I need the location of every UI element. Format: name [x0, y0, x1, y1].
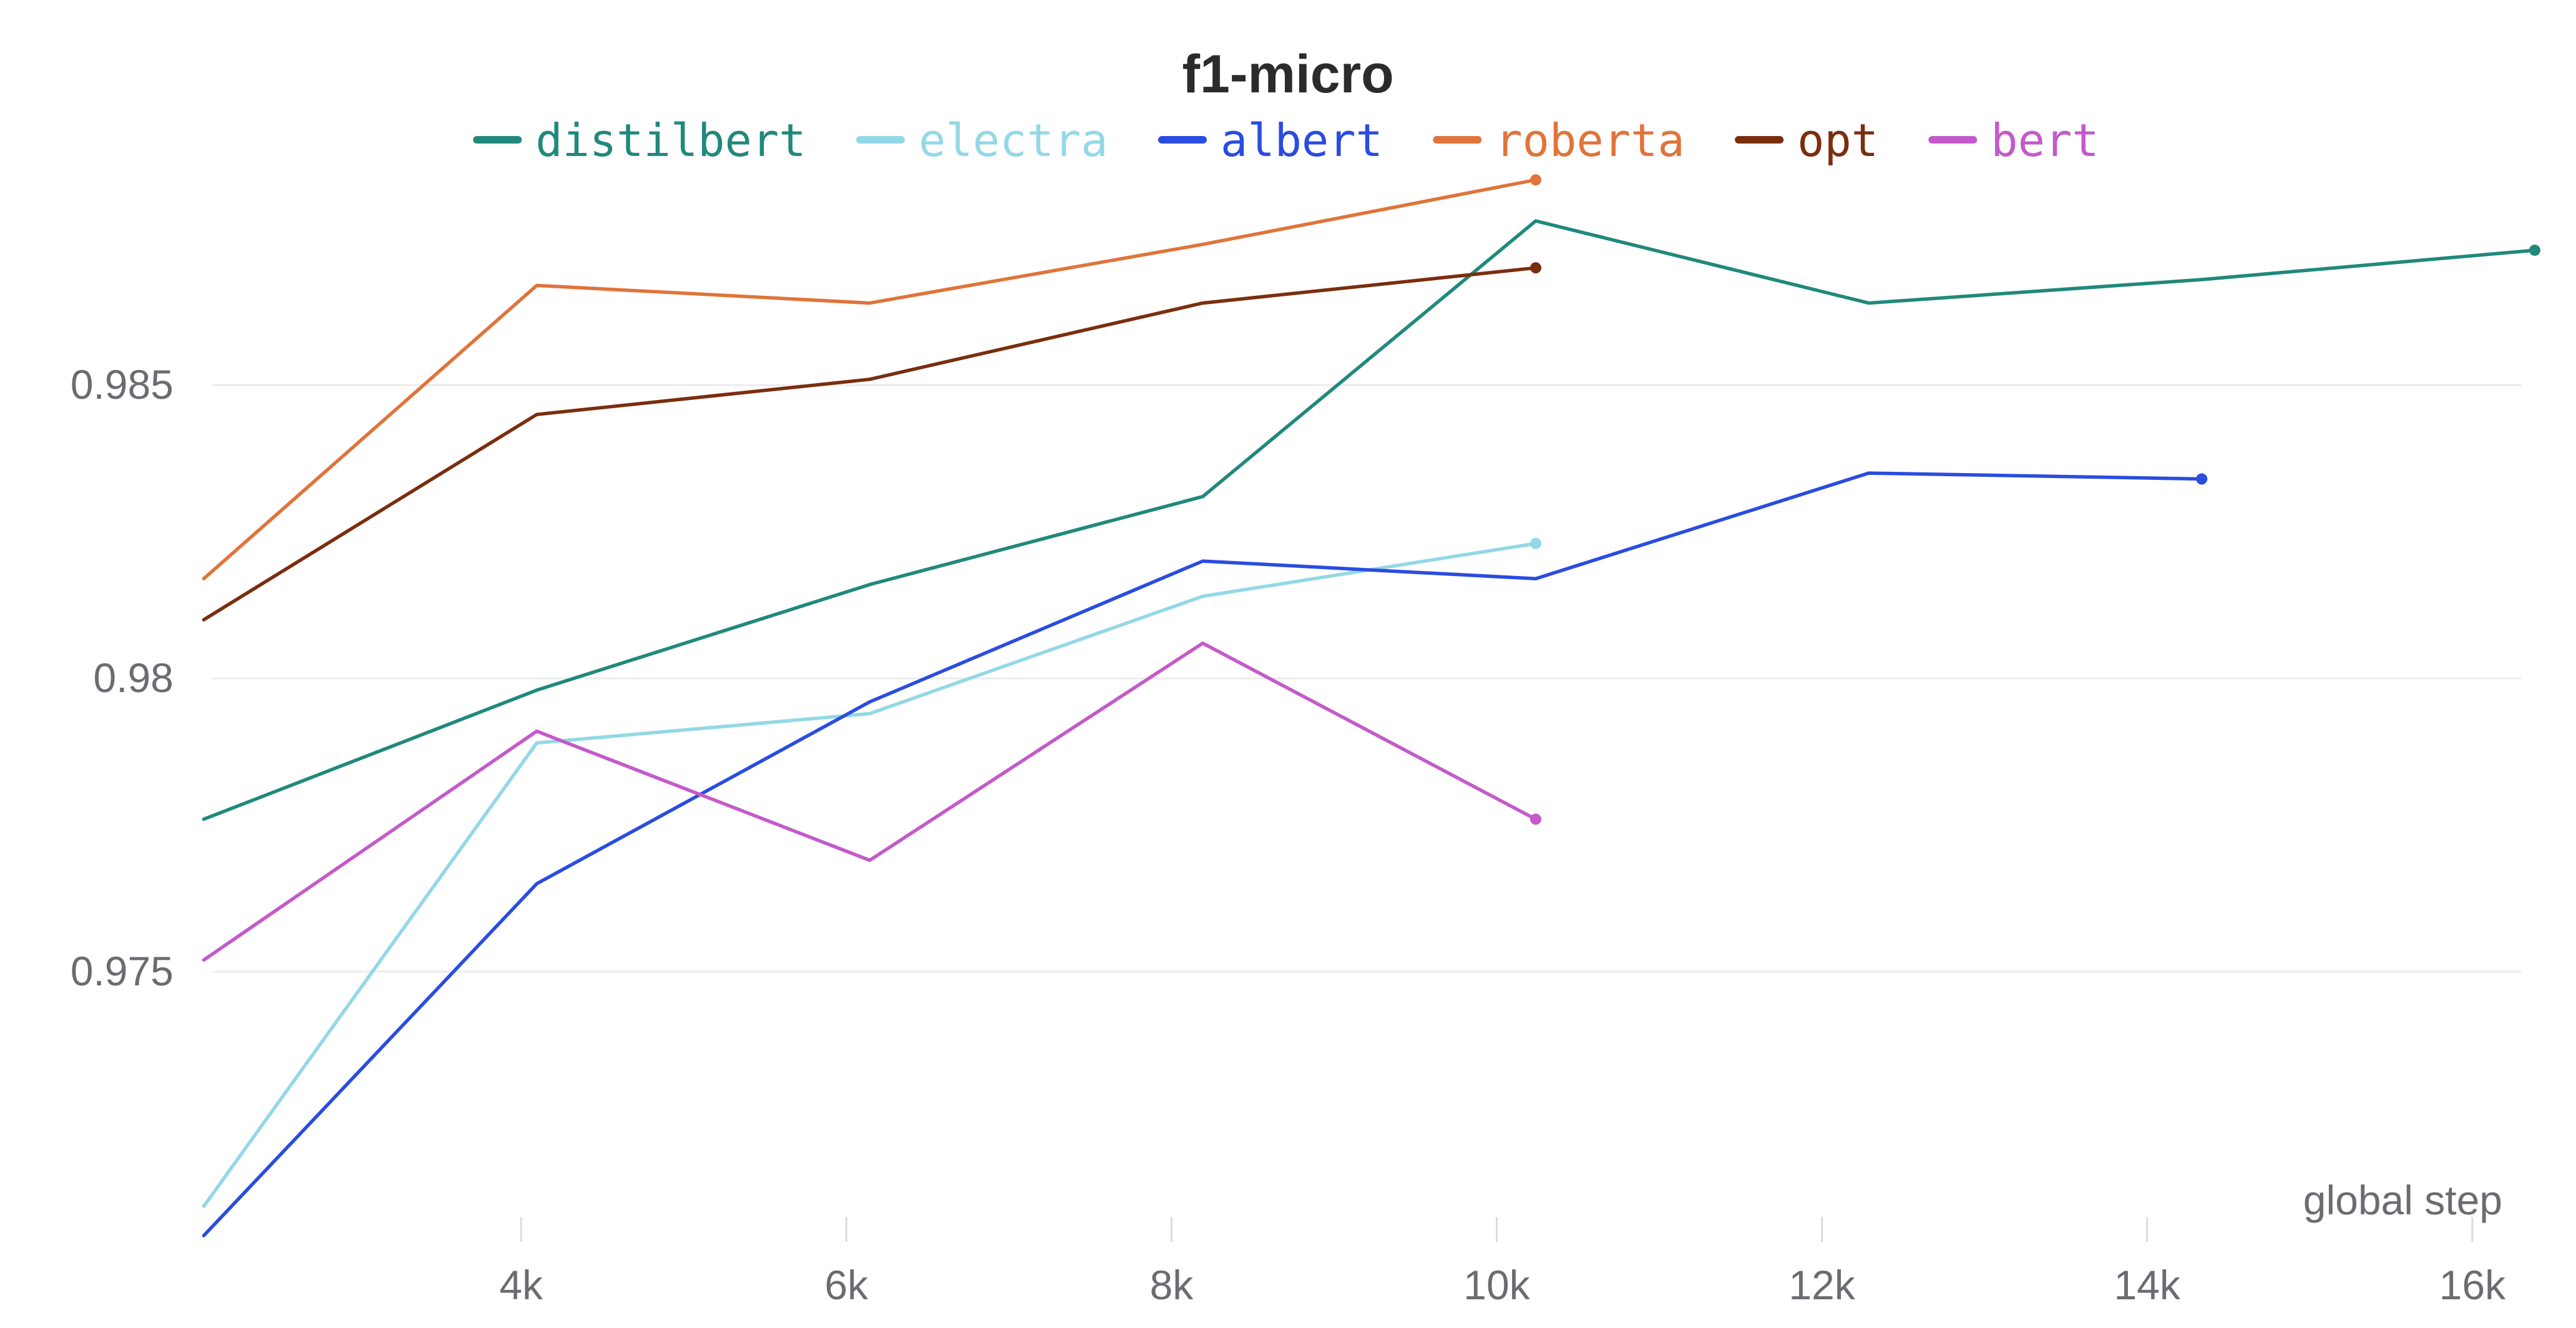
series-line-roberta — [202, 178, 1538, 581]
legend: distilbert electra albert roberta opt bert — [473, 114, 2099, 167]
series-endpoint-albert — [2196, 473, 2208, 485]
legend-item-opt[interactable]: opt — [1735, 114, 1878, 167]
legend-label: roberta — [1495, 114, 1684, 167]
legend-item-albert[interactable]: albert — [1158, 114, 1383, 167]
x-tick-label: 4k — [499, 1262, 544, 1308]
x-tick-label: 16k — [2439, 1262, 2506, 1308]
legend-item-distilbert[interactable]: distilbert — [473, 114, 806, 167]
series-endpoint-bert — [1530, 813, 1541, 825]
legend-label: electra — [919, 114, 1108, 167]
x-axis-label: global step — [2303, 1177, 2502, 1223]
series-line-distilbert — [202, 219, 2537, 821]
series-endpoint-distilbert — [2529, 244, 2540, 256]
series-line-bert — [202, 641, 1538, 962]
legend-label: albert — [1221, 114, 1383, 167]
y-tick-label: 0.985 — [71, 361, 173, 408]
chart-title: f1-micro — [1182, 44, 1393, 104]
grid — [212, 384, 2521, 973]
y-tick-label: 0.98 — [94, 655, 173, 701]
x-tick-label: 12k — [1788, 1262, 1855, 1308]
series-line-opt — [202, 266, 1538, 622]
y-tick-label: 0.975 — [71, 948, 173, 994]
series-endpoint-electra — [1530, 537, 1541, 549]
series-group — [202, 174, 2540, 1238]
legend-label: opt — [1797, 114, 1878, 167]
x-tick-label: 14k — [2114, 1262, 2180, 1308]
x-axis: 4k 6k 8k 10k 12k 14k 16k — [499, 1217, 2506, 1308]
legend-label: distilbert — [535, 114, 806, 167]
legend-item-bert[interactable]: bert — [1928, 114, 2099, 167]
series-endpoint-roberta — [1530, 174, 1541, 186]
y-axis: 0.975 0.98 0.985 — [71, 361, 173, 994]
legend-item-roberta[interactable]: roberta — [1433, 114, 1685, 167]
x-tick-label: 10k — [1463, 1262, 1530, 1308]
x-tick-label: 8k — [1149, 1262, 1194, 1308]
legend-label: bert — [1991, 114, 2099, 167]
series-line-electra — [202, 542, 1538, 1208]
series-endpoint-opt — [1530, 262, 1541, 274]
legend-item-electra[interactable]: electra — [856, 114, 1108, 167]
series-line-albert — [202, 471, 2204, 1238]
x-tick-label: 6k — [824, 1262, 869, 1308]
